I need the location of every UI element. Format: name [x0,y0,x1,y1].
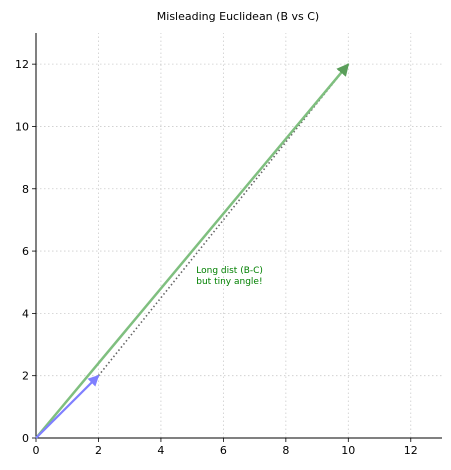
y-tick-label: 8 [22,183,29,196]
chart-title: Misleading Euclidean (B vs C) [157,10,319,23]
distance-line-b-c [97,63,349,377]
y-tick-label: 2 [22,370,29,383]
annotation: Long dist (B-C)but tiny angle! [196,266,263,287]
marks [35,63,350,439]
annotation-line: but tiny angle! [196,277,262,287]
x-tick-label: 6 [220,444,227,457]
y-tick-label: 6 [22,245,29,258]
annotation-line: Long dist (B-C) [196,266,263,276]
axes [35,33,442,439]
ticks: 0 2 4 6 8 10 12 0 2 4 6 8 10 12 [15,58,418,457]
x-tick-label: 12 [404,444,418,457]
x-tick-label: 4 [157,444,164,457]
x-tick-label: 0 [33,444,40,457]
x-tick-label: 2 [95,444,102,457]
y-tick-label: 12 [15,58,29,71]
y-tick-label: 10 [15,120,29,133]
y-tick-label: 4 [22,307,29,320]
vector-b [35,374,100,439]
y-tick-label: 0 [22,432,29,445]
x-tick-label: 10 [341,444,355,457]
x-tick-label: 8 [282,444,289,457]
